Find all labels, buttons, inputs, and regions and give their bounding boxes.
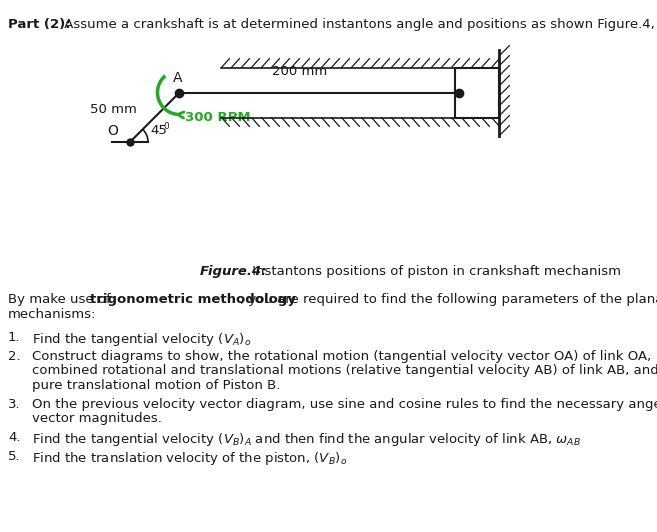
- Text: 2.: 2.: [8, 350, 20, 363]
- Text: Part (2):: Part (2):: [8, 18, 70, 31]
- Text: 200 mm: 200 mm: [272, 64, 327, 78]
- Bar: [455, 68, 499, 118]
- Text: Figure.4:: Figure.4:: [200, 265, 267, 278]
- Text: On the previous velocity vector diagram, use sine and cosine rules to find the n: On the previous velocity vector diagram,…: [32, 398, 657, 411]
- Text: A: A: [173, 71, 182, 85]
- Text: Assume a crankshaft is at determined instantons angle and positions as shown Fig: Assume a crankshaft is at determined ins…: [60, 18, 655, 31]
- Text: 45: 45: [150, 124, 167, 137]
- Text: O: O: [107, 124, 118, 138]
- Text: 5.: 5.: [8, 450, 20, 463]
- Text: 50 mm: 50 mm: [90, 103, 137, 116]
- Text: Find the tangential velocity ($\mathit{V}_A$)$_o$: Find the tangential velocity ($\mathit{V…: [32, 331, 251, 348]
- Text: Find the translation velocity of the piston, ($\mathit{V}_B$)$_o$: Find the translation velocity of the pis…: [32, 450, 348, 467]
- Text: By make use of: By make use of: [8, 293, 115, 306]
- Text: 300 RPM: 300 RPM: [185, 111, 251, 123]
- Text: 1.: 1.: [8, 331, 20, 344]
- Text: , you are required to find the following parameters of the planar: , you are required to find the following…: [240, 293, 657, 306]
- Text: vector magnitudes.: vector magnitudes.: [32, 412, 162, 425]
- Text: 4.: 4.: [8, 431, 20, 444]
- Text: 3.: 3.: [8, 398, 20, 411]
- Text: trigonometric methodology: trigonometric methodology: [91, 293, 296, 306]
- Text: mechanisms:: mechanisms:: [8, 308, 97, 321]
- Text: 0: 0: [163, 122, 169, 131]
- Text: Instantons positions of piston in crankshaft mechanism: Instantons positions of piston in cranks…: [248, 265, 621, 278]
- Text: B: B: [463, 71, 473, 85]
- Text: combined rotational and translational motions (relative tangential velocity AB) : combined rotational and translational mo…: [32, 364, 657, 377]
- Text: pure translational motion of Piston B.: pure translational motion of Piston B.: [32, 379, 281, 392]
- Text: Construct diagrams to show, the rotational motion (tangential velocity vector OA: Construct diagrams to show, the rotation…: [32, 350, 651, 363]
- Text: Find the tangential velocity ($\mathit{V}_B$)$_A$ and then find the angular velo: Find the tangential velocity ($\mathit{V…: [32, 431, 581, 448]
